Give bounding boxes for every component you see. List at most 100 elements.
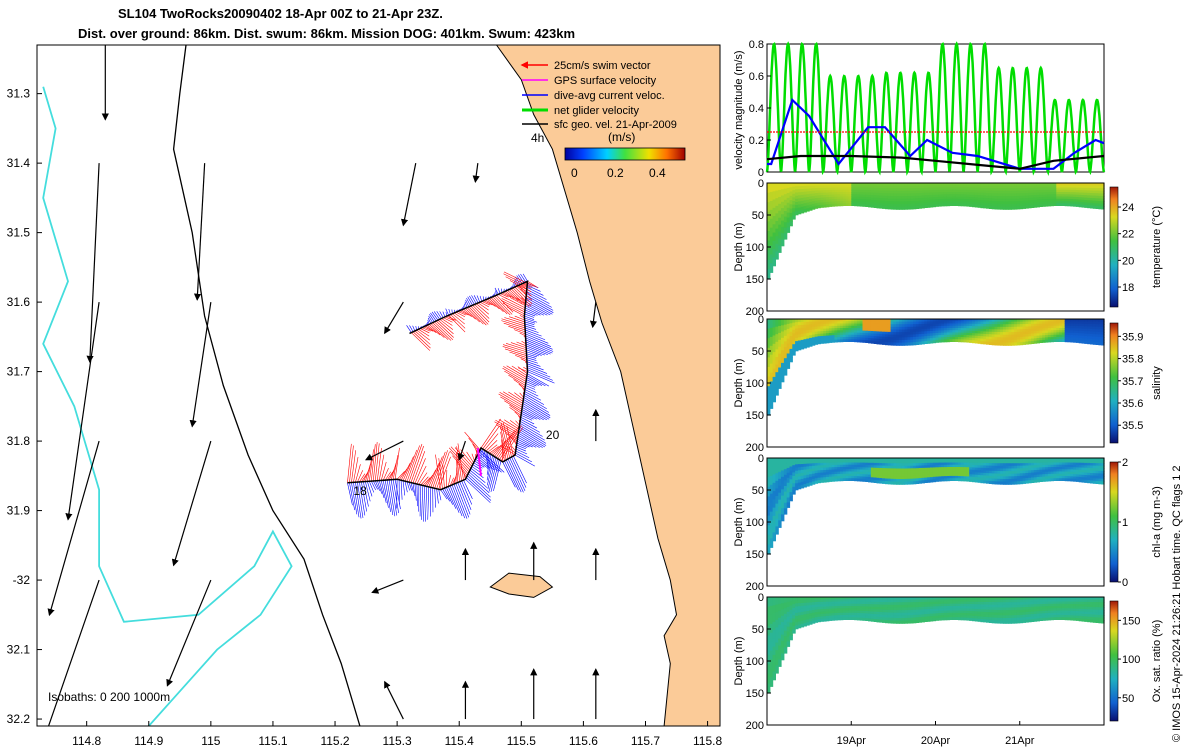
section-cell <box>831 603 835 607</box>
section-cell <box>831 323 835 327</box>
section-cell <box>767 357 771 368</box>
section-cell <box>859 196 864 200</box>
section-cell <box>783 641 788 648</box>
section-cell <box>797 337 802 342</box>
section-cell <box>1084 185 1088 189</box>
section-cell <box>828 183 833 186</box>
section-cell <box>887 188 892 192</box>
swim-vector <box>501 292 511 298</box>
section-cell <box>901 196 906 200</box>
swim-vector <box>460 449 473 465</box>
section-cell <box>840 617 844 621</box>
section-cell <box>935 467 939 471</box>
section-cell <box>800 333 805 338</box>
section-cell <box>795 486 799 491</box>
section-cell <box>879 463 883 467</box>
section-cell <box>820 323 824 327</box>
section-cell <box>845 330 849 333</box>
section-cell <box>1078 460 1083 464</box>
section-cell <box>927 616 931 620</box>
section-cell <box>797 204 802 209</box>
section-cell <box>1031 319 1035 322</box>
section-cell <box>1016 198 1021 202</box>
section-cell <box>879 475 883 479</box>
section-cell <box>862 474 866 478</box>
section-cell <box>873 336 878 340</box>
section-cell <box>1016 190 1021 194</box>
section-cell <box>848 603 852 607</box>
section-cell <box>960 328 965 331</box>
section-cell <box>1084 340 1088 344</box>
section-cell <box>848 464 852 468</box>
section-cell <box>1033 321 1038 325</box>
section-cell <box>870 474 875 478</box>
section-cell <box>879 614 883 618</box>
section-cell <box>870 458 875 461</box>
section-cell <box>1047 467 1052 470</box>
section-cell <box>893 463 897 467</box>
section-cell <box>890 468 894 472</box>
section-cell <box>963 339 967 343</box>
section-cell <box>865 597 869 600</box>
section-cell <box>966 476 970 480</box>
section-cell <box>918 195 922 199</box>
section-cell <box>1073 192 1077 196</box>
swim-vector <box>502 302 525 315</box>
section-cell <box>946 471 951 475</box>
section-cell <box>882 205 886 209</box>
section-cell <box>907 342 911 346</box>
section-cell <box>783 211 788 218</box>
section-cell <box>845 469 849 472</box>
section-cell <box>1053 196 1057 200</box>
geostrophic-vectors <box>47 45 600 726</box>
swim-vector <box>496 294 514 313</box>
section-cell <box>865 606 869 610</box>
section-cell <box>918 339 922 343</box>
section-cell <box>1008 190 1012 195</box>
section-cell <box>929 472 934 476</box>
section-cell <box>823 616 827 620</box>
section-cell <box>1005 479 1010 483</box>
section-cell <box>1078 458 1083 461</box>
section-cell <box>792 625 796 630</box>
section-cell <box>859 325 864 329</box>
section-cell <box>1047 478 1052 482</box>
section-cell <box>781 464 785 472</box>
section-cell <box>924 326 928 330</box>
current-vector <box>487 457 497 490</box>
section-cell <box>890 206 894 210</box>
section-cell <box>924 606 928 610</box>
section-cell <box>837 610 841 614</box>
map-colorbar <box>564 147 686 161</box>
section-cell <box>826 194 830 198</box>
section-cell <box>797 609 802 613</box>
section-cell <box>893 471 897 475</box>
section-cell <box>814 341 819 345</box>
section-cell <box>851 617 855 620</box>
section-cell <box>890 476 894 480</box>
section-cell <box>842 194 847 197</box>
section-cell <box>1039 469 1043 473</box>
section-cell <box>901 465 906 470</box>
current-vector <box>520 418 537 429</box>
section-cell <box>946 187 951 191</box>
current-vector <box>524 393 545 405</box>
section-cell <box>848 460 852 463</box>
section-cell <box>806 330 810 334</box>
section-cell <box>1028 475 1032 479</box>
section-cell <box>840 601 844 605</box>
section-cell <box>899 473 903 477</box>
section-cell <box>893 473 897 477</box>
section-cell <box>941 476 945 480</box>
section-cell <box>943 332 948 336</box>
section-cell <box>1078 467 1083 471</box>
section-cell <box>854 617 858 621</box>
section-cell <box>786 183 791 189</box>
section-cell <box>789 626 793 632</box>
section-cell <box>983 192 987 196</box>
swim-vector <box>502 367 527 382</box>
section-cell <box>1019 321 1024 325</box>
swim-vector <box>367 456 373 482</box>
section-cell <box>826 467 830 471</box>
